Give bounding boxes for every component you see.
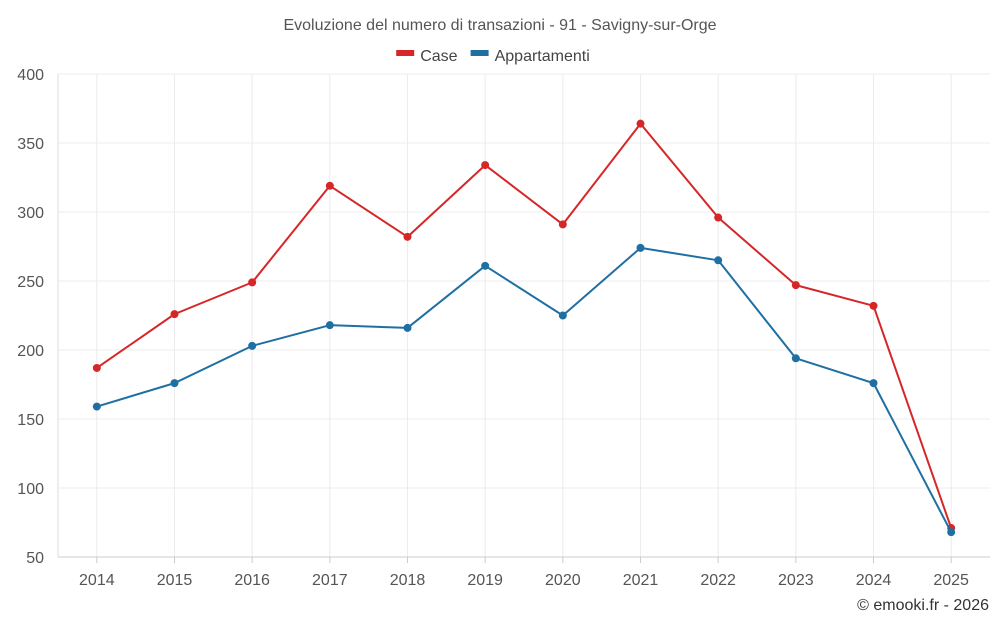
series-line-case: [96, 122, 953, 529]
series-line-appartamenti: [96, 246, 953, 533]
x-tick-label: 2022: [700, 572, 736, 589]
x-tick-label: 2021: [623, 572, 659, 589]
x-tick-label: 2020: [545, 572, 581, 589]
data-point-case[interactable]: [636, 119, 645, 128]
data-point-case[interactable]: [170, 310, 179, 319]
data-point-appartamenti[interactable]: [170, 379, 179, 388]
x-tick-label: 2023: [778, 572, 814, 589]
y-tick-label: 350: [17, 136, 44, 153]
y-tick-label: 150: [17, 412, 44, 429]
y-tick-label: 50: [26, 550, 44, 567]
legend-label: Case: [420, 48, 457, 65]
data-point-case[interactable]: [558, 220, 567, 229]
x-tick-label: 2024: [856, 572, 892, 589]
data-point-case[interactable]: [248, 278, 257, 287]
x-tick-label: 2025: [933, 572, 969, 589]
legend-swatch: [396, 50, 415, 56]
x-tick-label: 2017: [312, 572, 348, 589]
data-point-appartamenti[interactable]: [92, 402, 101, 411]
grid: [58, 73, 990, 558]
data-point-appartamenti[interactable]: [947, 528, 956, 537]
data-point-case[interactable]: [481, 161, 490, 170]
credit-text: © emooki.fr - 2026: [857, 597, 989, 614]
data-point-appartamenti[interactable]: [636, 243, 645, 252]
x-tick-label: 2014: [79, 572, 115, 589]
data-point-case[interactable]: [403, 232, 412, 241]
y-tick-label: 200: [17, 343, 44, 360]
x-tick-label: 2015: [157, 572, 193, 589]
chart-title: Evoluzione del numero di transazioni - 9…: [283, 17, 716, 34]
data-point-appartamenti[interactable]: [791, 354, 800, 363]
data-point-case[interactable]: [869, 301, 878, 310]
legend-item-case[interactable]: Case: [396, 48, 458, 65]
series: [92, 119, 956, 537]
data-point-case[interactable]: [714, 213, 723, 222]
data-point-appartamenti[interactable]: [325, 321, 334, 330]
data-point-case[interactable]: [791, 281, 800, 290]
data-point-appartamenti[interactable]: [481, 261, 490, 270]
legend-item-appartamenti[interactable]: Appartamenti: [470, 48, 590, 65]
data-point-appartamenti[interactable]: [403, 323, 412, 332]
data-point-case[interactable]: [325, 181, 334, 190]
x-tick-label: 2016: [234, 572, 270, 589]
legend-swatch: [470, 50, 489, 56]
data-point-appartamenti[interactable]: [869, 379, 878, 388]
x-tick-label: 2018: [390, 572, 426, 589]
x-tick-label: 2019: [467, 572, 503, 589]
data-point-case[interactable]: [92, 363, 101, 372]
data-point-appartamenti[interactable]: [248, 341, 257, 350]
legend: Case Appartamenti: [396, 48, 590, 65]
data-point-appartamenti[interactable]: [558, 311, 567, 320]
y-tick-label: 100: [17, 481, 44, 498]
y-tick-label: 300: [17, 205, 44, 222]
axes: [57, 74, 990, 558]
legend-label: Appartamenti: [495, 48, 590, 65]
series-case: [92, 119, 956, 533]
y-tick-label: 400: [17, 67, 44, 84]
series-appartamenti: [92, 243, 956, 537]
y-axis-ticks: 50 100 150 200 250 300 350 400: [17, 67, 44, 567]
data-point-appartamenti[interactable]: [714, 256, 723, 265]
y-tick-label: 250: [17, 274, 44, 291]
x-axis-ticks: 2014 2015 2016 2017 2018 2019 2020 2021 2022 2023…: [79, 557, 969, 589]
